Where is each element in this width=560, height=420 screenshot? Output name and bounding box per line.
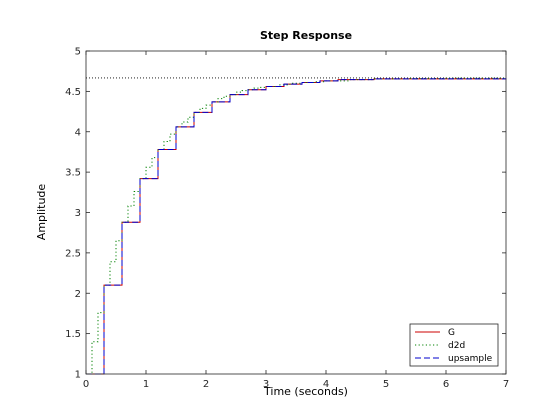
y-tick-label: 2 — [75, 289, 81, 300]
x-tick-label: 2 — [203, 379, 209, 390]
y-axis-title: Amplitude — [35, 184, 48, 241]
y-tick-label: 1 — [75, 370, 81, 381]
y-tick-label: 3 — [75, 208, 81, 219]
series-line-upsample — [86, 78, 507, 375]
y-tick-label: 2.5 — [65, 248, 81, 259]
legend-label-upsample: upsample — [448, 354, 493, 364]
x-tick-label: 5 — [383, 379, 389, 390]
y-tick-label: 5 — [75, 47, 81, 58]
series-layer — [86, 77, 507, 375]
legend-label-d2d: d2d — [448, 341, 465, 351]
x-tick-label: 0 — [83, 379, 89, 390]
x-tick-label: 3 — [263, 379, 269, 390]
legend-box — [409, 323, 499, 367]
x-tick-label: 1 — [143, 379, 149, 390]
chart-title: Step Response — [260, 29, 352, 42]
y-tick-label: 3.5 — [65, 168, 81, 179]
x-tick-label: 4 — [323, 379, 329, 390]
y-tick-label: 4 — [75, 127, 81, 138]
axes-layer: 0 1 2 3 4 5 6 711.522.533.544.55 — [65, 47, 509, 391]
legend-label-G: G — [448, 328, 455, 338]
y-tick-label: 1.5 — [65, 329, 81, 340]
x-axis-title: Time (seconds) — [263, 385, 348, 398]
x-tick-label: 7 — [503, 379, 509, 390]
plot-area — [86, 51, 506, 374]
y-tick-label: 4.5 — [65, 87, 81, 98]
x-tick-label: 6 — [443, 379, 449, 390]
